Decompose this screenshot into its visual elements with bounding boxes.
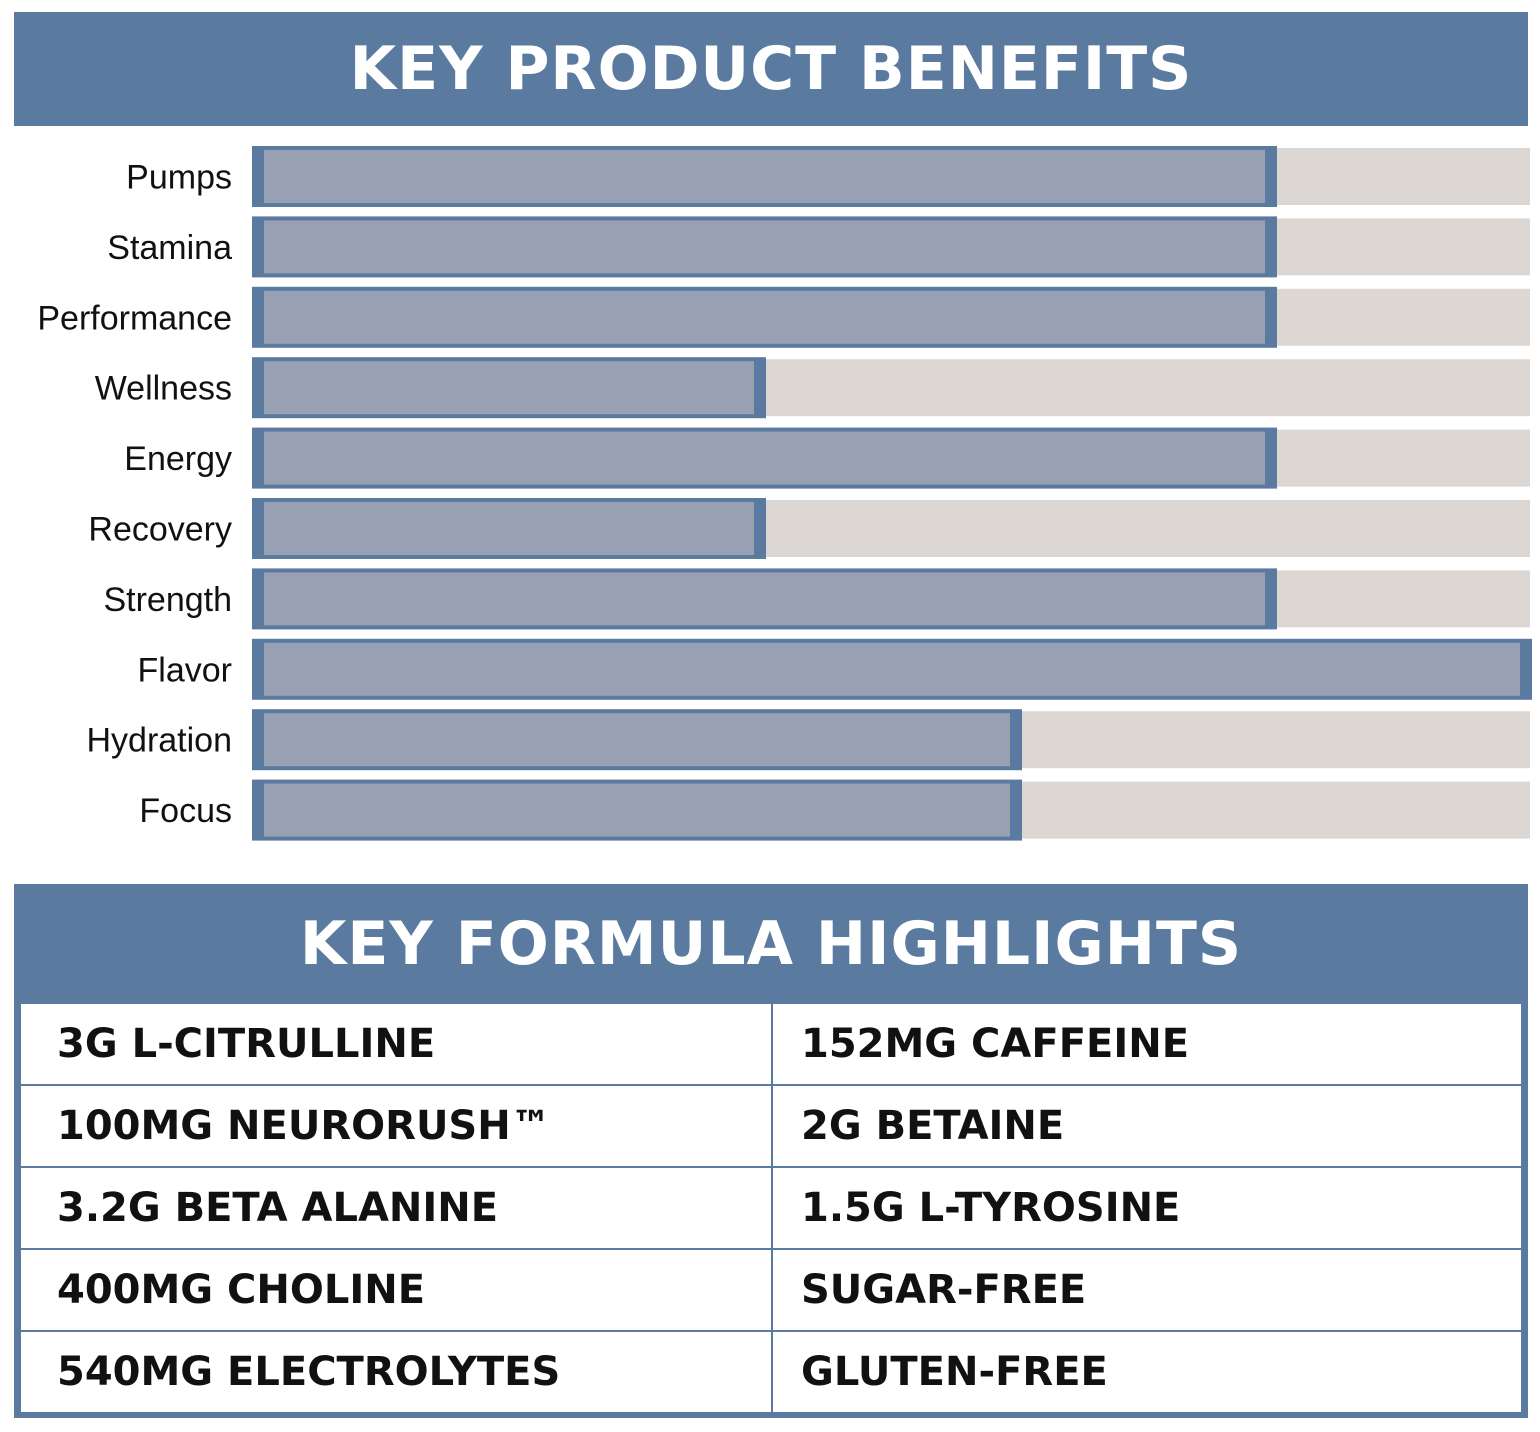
bar-label: Hydration [86, 722, 232, 760]
formula-cell: 100MG NEURORUSH™ [21, 1086, 771, 1166]
bar-left-edge [254, 781, 264, 839]
bar [252, 638, 1532, 700]
bar-left-edge [254, 570, 264, 628]
bar [252, 146, 1277, 207]
formula-cell: 2G BETAINE [773, 1086, 1521, 1166]
bar-right-edge [1010, 711, 1020, 769]
formula-cell: 3.2G BETA ALANINE [21, 1168, 771, 1248]
formula-cell: 152MG CAFFEINE [773, 1004, 1521, 1084]
bar-left-edge [254, 288, 264, 346]
bar-right-edge [754, 500, 764, 557]
bar-right-edge [754, 359, 764, 417]
bar-left-edge [254, 218, 264, 276]
formula-panel: KEY FORMULA HIGHLIGHTS 3G L-CITRULLINE 1… [14, 884, 1528, 1418]
bar-right-edge [1265, 148, 1275, 205]
bar [252, 357, 766, 419]
bar-label: Stamina [107, 229, 232, 267]
bar-label: Wellness [95, 370, 232, 408]
bar [252, 568, 1277, 630]
formula-cell: 1.5G L-TYROSINE [773, 1168, 1521, 1248]
formula-cell: 540MG ELECTROLYTES [21, 1332, 771, 1412]
bar-left-edge [254, 429, 264, 487]
bar-label: Pumps [126, 159, 232, 197]
bar-label: Energy [124, 440, 232, 478]
bar [252, 498, 766, 559]
bar-left-edge [254, 359, 264, 417]
bar-label: Focus [139, 792, 232, 830]
bar-left-edge [254, 148, 264, 205]
bar-right-edge [1265, 429, 1275, 487]
bar [252, 427, 1277, 489]
bar-label: Strength [103, 581, 232, 619]
formula-cell: 3G L-CITRULLINE [21, 1004, 771, 1084]
bar-label: Performance [37, 299, 232, 337]
formula-cell: SUGAR-FREE [773, 1250, 1521, 1330]
bar [252, 779, 1022, 841]
bar-left-edge [254, 711, 264, 769]
benefits-title: KEY PRODUCT BENEFITS [14, 12, 1528, 126]
bar [252, 286, 1277, 348]
benefits-chart: Pumps Stamina Performance Wellness Energy Rec… [37, 146, 1532, 841]
formula-title: KEY FORMULA HIGHLIGHTS [299, 909, 1243, 979]
formula-cell: 400MG CHOLINE [21, 1250, 771, 1330]
bar-label: Recovery [88, 511, 232, 549]
formula-cell: GLUTEN-FREE [773, 1332, 1521, 1412]
bar-right-edge [1265, 218, 1275, 276]
bar-right-edge [1010, 781, 1020, 839]
bar-label: Flavor [138, 651, 232, 689]
bar-right-edge [1520, 640, 1530, 698]
bar-left-edge [254, 500, 264, 557]
bar-right-edge [1265, 288, 1275, 346]
bar [252, 216, 1277, 278]
bar-right-edge [1265, 570, 1275, 628]
formula-table: 3G L-CITRULLINE 152MG CAFFEINE 100MG NEU… [21, 1004, 1521, 1412]
bar [252, 709, 1022, 771]
bar-left-edge [254, 640, 264, 698]
